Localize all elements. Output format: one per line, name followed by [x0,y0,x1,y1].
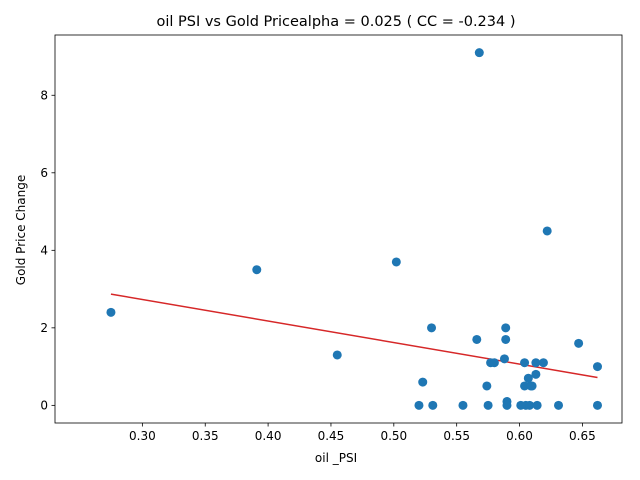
data-point [527,381,537,391]
data-point [531,369,541,379]
data-point [592,362,602,372]
y-tick-label: 0 [40,399,48,413]
data-point [520,381,530,391]
data-point [525,400,535,410]
x-tick-label: 0.45 [318,429,345,443]
data-point [532,400,542,410]
data-point [418,377,428,387]
data-point [501,323,511,333]
data-point [391,257,401,267]
data-point [472,334,482,344]
y-tick-label: 2 [40,321,48,335]
y-tick-label: 6 [40,166,48,180]
data-point [458,400,468,410]
y-tick-label: 8 [40,89,48,103]
data-point [499,354,509,364]
data-point [474,48,484,58]
x-tick-label: 0.40 [255,429,282,443]
data-point [542,226,552,236]
data-point [483,400,493,410]
data-point [428,400,438,410]
data-point [531,358,541,368]
data-point [520,358,530,368]
chart-title: oil PSI vs Gold Pricealpha = 0.025 ( CC … [156,14,515,30]
x-tick-label: 0.55 [443,429,470,443]
data-point [482,381,492,391]
regression-line [110,293,598,379]
data-point [252,265,262,275]
data-point [489,358,499,368]
x-axis-label: oil _PSI [315,451,357,465]
data-point [332,350,342,360]
x-tick-label: 0.65 [569,429,596,443]
data-point [538,358,548,368]
data-point [554,400,564,410]
x-tick-label: 0.35 [192,429,219,443]
x-tick-label: 0.60 [506,429,533,443]
x-tick-label: 0.50 [380,429,407,443]
axes-layer [54,34,623,424]
points-layer [106,48,602,410]
y-axis-label: Gold Price Change [14,175,28,285]
fit-line-layer [110,293,598,379]
data-point [501,334,511,344]
x-tick-label: 0.30 [129,429,156,443]
data-point [427,323,437,333]
axes-frame [54,34,623,424]
data-point [414,400,424,410]
data-point [106,307,116,317]
y-tick-label: 4 [40,244,48,258]
data-point [502,400,512,410]
data-point [574,338,584,348]
ticks-layer: 0.30 0.35 0.40 0.45 0.50 0.55 0.60 0.65 0 2 4 6 8 [40,89,595,443]
data-point [592,400,602,410]
data-point [523,373,533,383]
